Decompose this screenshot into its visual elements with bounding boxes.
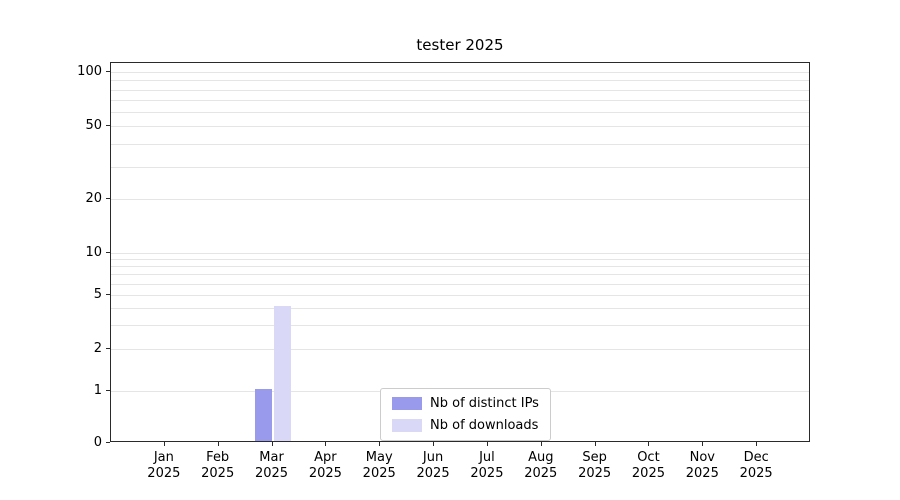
gridline <box>111 325 809 327</box>
y-tick-mark <box>106 252 110 253</box>
gridline <box>111 80 809 82</box>
x-tick-label: Jul 2025 <box>470 450 504 481</box>
x-tick-label: Apr 2025 <box>308 450 342 481</box>
x-tick-label: May 2025 <box>362 450 396 481</box>
y-tick-label: 100 <box>77 64 102 79</box>
x-tick-mark <box>379 442 381 446</box>
x-tick-label: Sep 2025 <box>578 450 612 481</box>
y-tick-mark <box>106 197 110 199</box>
gridline <box>111 253 809 254</box>
x-tick-mark <box>486 442 488 446</box>
gridline <box>111 112 809 114</box>
y-tick-label: 2 <box>93 341 102 357</box>
legend-label-distinct-ips: Nb of distinct IPs <box>430 396 539 411</box>
y-tick-label: 20 <box>85 190 102 206</box>
y-tick-mark <box>106 348 110 350</box>
y-tick-mark <box>106 390 110 391</box>
gridline <box>111 72 809 73</box>
gridline <box>111 89 809 91</box>
bar-downloads <box>273 305 291 441</box>
chart-title: tester 2025 <box>416 36 504 54</box>
gridline <box>111 274 809 276</box>
x-tick-mark <box>540 442 542 446</box>
gridline <box>111 283 809 285</box>
legend: Nb of distinct IPs Nb of downloads <box>380 388 551 441</box>
y-tick-label: 0 <box>93 435 102 450</box>
gridline <box>111 126 809 128</box>
x-tick-mark <box>433 442 435 446</box>
x-tick-mark <box>163 442 165 446</box>
y-tick-label: 50 <box>85 118 102 134</box>
y-tick-mark <box>106 71 110 72</box>
gridline <box>111 166 809 168</box>
x-tick-mark <box>702 442 704 446</box>
x-tick-label: Feb 2025 <box>201 450 235 481</box>
x-tick-label: Oct 2025 <box>631 450 665 481</box>
legend-swatch-downloads <box>392 419 422 432</box>
gridline <box>111 100 809 102</box>
x-tick-mark <box>325 442 327 446</box>
gridline <box>111 198 809 200</box>
x-tick-mark <box>594 442 596 446</box>
bar-distinct-ips <box>254 389 272 441</box>
y-tick-label: 1 <box>93 383 102 398</box>
x-tick-label: Jan 2025 <box>147 450 181 481</box>
y-tick-mark <box>106 442 110 443</box>
x-tick-mark <box>756 442 758 446</box>
x-tick-label: Nov 2025 <box>685 450 719 481</box>
legend-swatch-distinct-ips <box>392 397 422 410</box>
x-tick-mark <box>648 442 650 446</box>
y-tick-mark <box>106 125 110 127</box>
x-tick-mark <box>217 442 219 446</box>
gridline <box>111 349 809 351</box>
gridline <box>111 144 809 146</box>
legend-label-downloads: Nb of downloads <box>430 418 539 433</box>
y-tick-label: 5 <box>93 286 102 302</box>
x-tick-label: Jun 2025 <box>416 450 450 481</box>
x-tick-label: Aug 2025 <box>524 450 558 481</box>
legend-item-downloads: Nb of downloads <box>392 418 539 433</box>
x-tick-label: Dec 2025 <box>739 450 773 481</box>
gridline <box>111 307 809 309</box>
y-tick-mark <box>106 293 110 295</box>
y-tick-label: 10 <box>85 245 102 260</box>
gridline <box>111 266 809 268</box>
legend-item-distinct-ips: Nb of distinct IPs <box>392 396 539 411</box>
gridline <box>111 294 809 296</box>
x-tick-mark <box>271 442 273 446</box>
x-tick-label: Mar 2025 <box>254 450 289 481</box>
plot-area <box>110 62 810 442</box>
gridline <box>111 259 809 261</box>
